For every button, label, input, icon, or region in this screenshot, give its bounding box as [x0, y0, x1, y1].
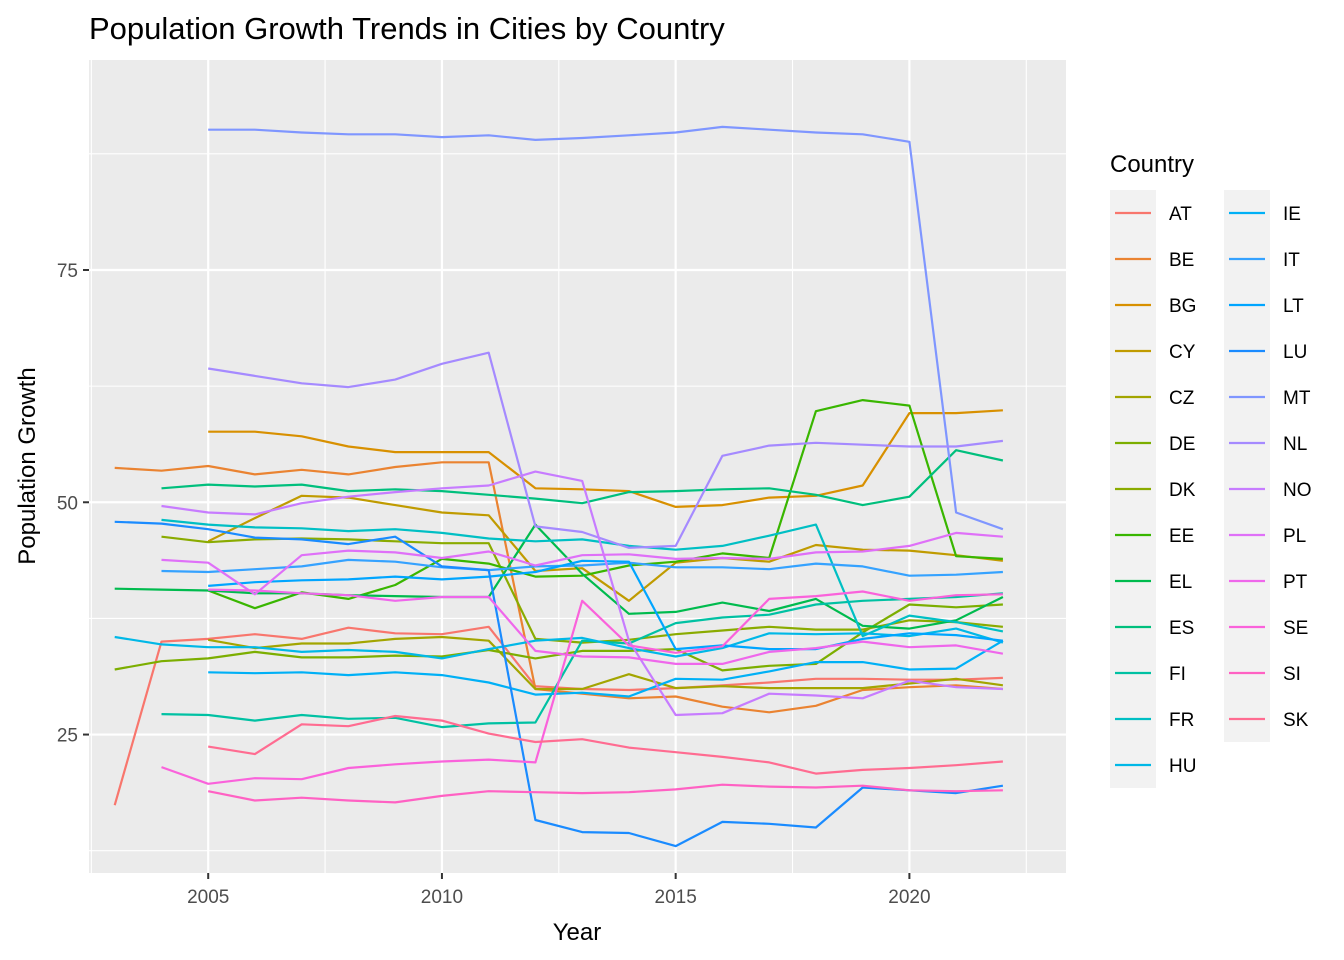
series-line-bg: [208, 409, 1003, 508]
series-line-es: [161, 449, 1004, 507]
series-line-pl: [161, 531, 1003, 596]
legend-label: IT: [1283, 250, 1300, 271]
y-tick-label: 75: [57, 261, 78, 282]
x-tick-label: 2005: [187, 887, 229, 908]
legend-label: LT: [1283, 296, 1304, 317]
legend-label: FR: [1169, 710, 1194, 731]
y-axis: 25 50 75: [57, 261, 89, 747]
series-line-it: [161, 558, 1003, 577]
legend-label: NL: [1283, 434, 1307, 455]
legend-title: Country: [1110, 151, 1194, 178]
y-tick-label: 50: [57, 493, 78, 514]
series-lines: [113, 125, 1004, 848]
legend-label: DK: [1169, 480, 1196, 501]
legend-item-se: SE: [1224, 604, 1308, 650]
series-line-sk: [208, 714, 1003, 775]
legend-item-at: AT: [1110, 190, 1192, 236]
series-line-fi: [161, 592, 1003, 729]
legend-label: SI: [1283, 664, 1301, 685]
legend-label: DE: [1169, 434, 1195, 455]
legend-item-si: SI: [1224, 650, 1301, 696]
series-line-mt: [208, 125, 1004, 531]
legend-item-lu: LU: [1224, 328, 1307, 374]
x-axis-label: Year: [553, 919, 602, 946]
series-line-cz: [208, 635, 1004, 691]
series-line-el: [114, 523, 1004, 630]
y-tick-label: 25: [57, 726, 78, 747]
legend-item-hu: HU: [1110, 742, 1196, 788]
legend-item-de: DE: [1110, 420, 1195, 466]
series-line-ee: [207, 399, 1003, 610]
legend-label: EE: [1169, 526, 1194, 547]
legend-label: HU: [1169, 756, 1196, 777]
legend-label: EL: [1169, 572, 1192, 593]
legend-label: ES: [1169, 618, 1194, 639]
series-line-se: [161, 590, 1003, 785]
x-tick-label: 2010: [421, 887, 463, 908]
legend-item-bg: BG: [1110, 282, 1196, 328]
legend-label: BG: [1169, 296, 1196, 317]
legend-label: SE: [1283, 618, 1308, 639]
legend-label: NO: [1283, 480, 1312, 501]
legend-item-cy: CY: [1110, 328, 1196, 374]
legend-item-be: BE: [1110, 236, 1194, 282]
legend-item-pt: PT: [1224, 558, 1308, 604]
x-tick-label: 2020: [888, 887, 930, 908]
legend-item-pl: PL: [1224, 512, 1306, 558]
legend-item-lt: LT: [1224, 282, 1304, 328]
series-line-nl: [208, 351, 1004, 549]
legend-label: MT: [1283, 388, 1311, 409]
legend-item-it: IT: [1224, 236, 1300, 282]
series-line-si: [207, 783, 1003, 804]
series-line-pt: [208, 588, 1004, 665]
x-tick-label: 2015: [655, 887, 697, 908]
legend-item-no: NO: [1224, 466, 1312, 512]
legend: Country AT BE BG CY CZ DE DK EE EL ES FI FR HU IE IT LT…: [1110, 151, 1312, 788]
plot-panel: [89, 60, 1066, 873]
legend-item-nl: NL: [1224, 420, 1307, 466]
legend-item-ie: IE: [1224, 190, 1301, 236]
legend-item-el: EL: [1110, 558, 1192, 604]
series-line-no: [161, 470, 1003, 717]
legend-label: CY: [1169, 342, 1196, 363]
series-line-fr: [161, 518, 1004, 638]
legend-label: LU: [1283, 342, 1307, 363]
series-line-hu: [114, 627, 1004, 660]
chart-title: Population Growth Trends in Cities by Co…: [89, 11, 725, 46]
legend-item-ee: EE: [1110, 512, 1194, 558]
legend-label: AT: [1169, 204, 1192, 225]
legend-label: FI: [1169, 664, 1186, 685]
legend-item-es: ES: [1110, 604, 1194, 650]
legend-item-mt: MT: [1224, 374, 1311, 420]
legend-label: IE: [1283, 204, 1301, 225]
series-line-be: [114, 461, 1003, 714]
series-line-at: [113, 625, 1003, 806]
legend-label: BE: [1169, 250, 1194, 271]
legend-item-cz: CZ: [1110, 374, 1195, 420]
legend-label: CZ: [1169, 388, 1195, 409]
legend-item-dk: DK: [1110, 466, 1196, 512]
legend-item-fi: FI: [1110, 650, 1186, 696]
legend-item-sk: SK: [1224, 696, 1309, 742]
legend-label: SK: [1283, 710, 1309, 731]
y-axis-label: Population Growth: [14, 367, 41, 564]
x-axis: 2005 2010 2015 2020: [187, 873, 931, 908]
legend-item-fr: FR: [1110, 696, 1194, 742]
legend-label: PL: [1283, 526, 1306, 547]
series-line-ie: [208, 639, 1004, 698]
series-line-lu: [114, 520, 1004, 848]
legend-label: PT: [1283, 572, 1308, 593]
